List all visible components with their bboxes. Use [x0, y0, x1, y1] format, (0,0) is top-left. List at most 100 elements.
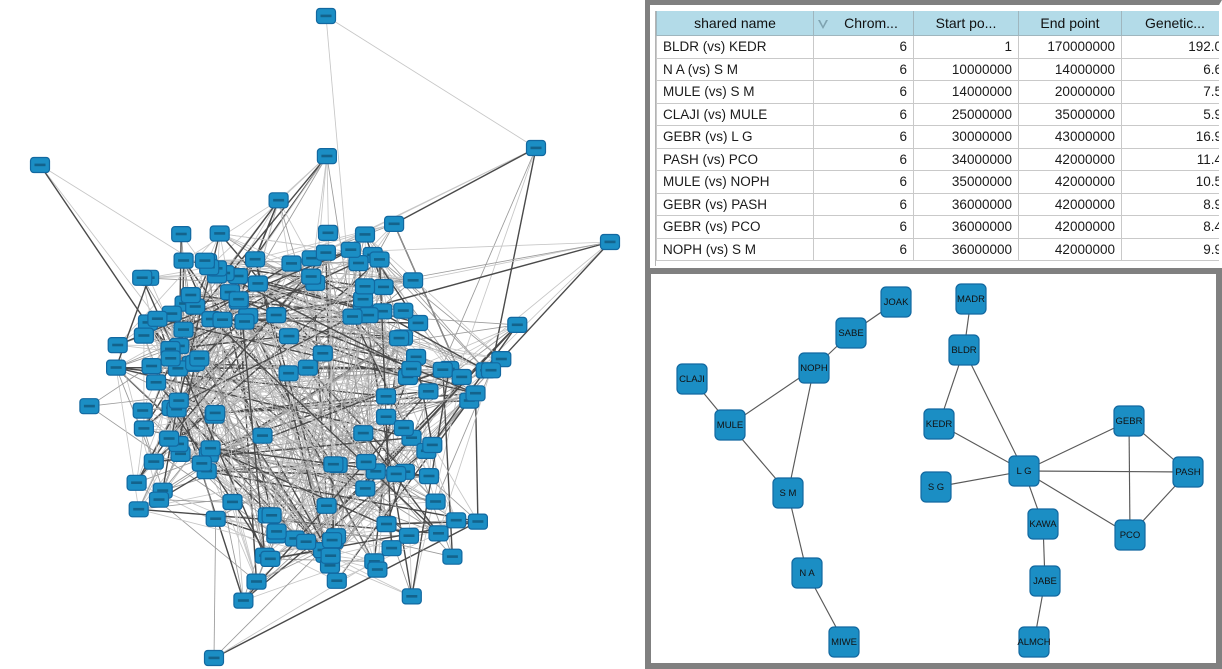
cell-shared_name[interactable]: GEBR (vs) PCO: [656, 215, 814, 239]
graph-node-MULE[interactable]: MULE: [714, 409, 746, 441]
graph-node-KAWA[interactable]: KAWA: [1027, 508, 1059, 540]
cell-genetic[interactable]: 11.4: [1121, 147, 1219, 171]
cell-chromosome[interactable]: 6: [813, 102, 914, 126]
edge-LG-PASH[interactable]: [1023, 470, 1189, 473]
cell-end_point[interactable]: 42000000: [1018, 147, 1122, 171]
graph-node-NA[interactable]: N A: [791, 557, 823, 589]
cell-shared_name[interactable]: MULE (vs) S M: [656, 80, 814, 104]
node-shape[interactable]: [1114, 519, 1146, 551]
node-shape[interactable]: [676, 363, 708, 395]
node-shape[interactable]: [1029, 565, 1061, 597]
graph-node-BLDR[interactable]: BLDR: [948, 334, 980, 366]
node-shape[interactable]: [880, 286, 912, 318]
cell-genetic[interactable]: 8.9: [1121, 192, 1219, 216]
cell-shared_name[interactable]: NOPH (vs) S M: [656, 237, 814, 261]
association-table[interactable]: shared name Chrom... Start po... End point G…: [656, 11, 1219, 261]
col-header-end_point[interactable]: End point: [1018, 11, 1122, 36]
cell-genetic[interactable]: 6.6: [1121, 57, 1219, 81]
node-shape[interactable]: [1113, 405, 1145, 437]
col-header-chromosome[interactable]: Chrom...: [813, 11, 914, 36]
node-shape[interactable]: [948, 334, 980, 366]
cell-end_point[interactable]: 35000000: [1018, 102, 1122, 126]
edge-NOPH-SM[interactable]: [787, 367, 815, 494]
graph-node-MADR[interactable]: MADR: [955, 283, 987, 315]
col-header-start_point[interactable]: Start po...: [913, 11, 1019, 36]
cell-start_point[interactable]: 25000000: [913, 102, 1019, 126]
cell-shared_name[interactable]: PASH (vs) PCO: [656, 147, 814, 171]
cell-genetic[interactable]: 16.9: [1121, 125, 1219, 149]
sub-network-canvas[interactable]: JOAK MADR SABE BLDR NOPH CLAJI KEDR GEBR MULE L G…: [651, 274, 1216, 663]
cell-chromosome[interactable]: 6: [813, 57, 914, 81]
cell-start_point[interactable]: 36000000: [913, 237, 1019, 261]
cell-genetic[interactable]: 10.5: [1121, 170, 1219, 194]
col-header-genetic[interactable]: Genetic...: [1121, 11, 1219, 36]
cell-end_point[interactable]: 42000000: [1018, 215, 1122, 239]
edge-LG-GEBR[interactable]: [1023, 420, 1130, 472]
cell-start_point[interactable]: 30000000: [913, 125, 1019, 149]
graph-node-GEBR[interactable]: GEBR: [1113, 405, 1145, 437]
cell-end_point[interactable]: 42000000: [1018, 237, 1122, 261]
cell-chromosome[interactable]: 6: [813, 80, 914, 104]
cell-chromosome[interactable]: 6: [813, 125, 914, 149]
cell-shared_name[interactable]: CLAJI (vs) MULE: [656, 102, 814, 126]
graph-node-JOAK[interactable]: JOAK: [880, 286, 912, 318]
cell-start_point[interactable]: 14000000: [913, 80, 1019, 104]
cell-shared_name[interactable]: N A (vs) S M: [656, 57, 814, 81]
node-shape[interactable]: [835, 317, 867, 349]
graph-node-SABE[interactable]: SABE: [835, 317, 867, 349]
graph-node-SM[interactable]: S M: [772, 477, 804, 509]
cell-genetic[interactable]: 8.4: [1121, 215, 1219, 239]
cell-genetic[interactable]: 7.5: [1121, 80, 1219, 104]
graph-node-ALMCH[interactable]: ALMCH: [1017, 626, 1051, 658]
edge-BLDR-LG[interactable]: [963, 349, 1025, 472]
cell-shared_name[interactable]: GEBR (vs) L G: [656, 125, 814, 149]
node-shape[interactable]: [1027, 508, 1059, 540]
edge-LG-PCO[interactable]: [1023, 470, 1131, 536]
cell-genetic[interactable]: 9.9: [1121, 237, 1219, 261]
cell-end_point[interactable]: 42000000: [1018, 170, 1122, 194]
node-shape[interactable]: [791, 557, 823, 589]
node-shape[interactable]: [714, 409, 746, 441]
graph-node-PCO[interactable]: PCO: [1114, 519, 1146, 551]
cell-genetic[interactable]: 5.9: [1121, 102, 1219, 126]
graph-node-JABE[interactable]: JABE: [1029, 565, 1061, 597]
cell-chromosome[interactable]: 6: [813, 35, 914, 59]
node-shape[interactable]: [798, 352, 830, 384]
table-row[interactable]: BLDR (vs) KEDR 6 1 170000000 192.0: [656, 35, 1219, 59]
cell-start_point[interactable]: 10000000: [913, 57, 1019, 81]
graph-node-LG[interactable]: L G: [1008, 455, 1040, 487]
graph-node-KEDR[interactable]: KEDR: [923, 408, 955, 440]
graph-node-MIWE[interactable]: MIWE: [828, 626, 860, 658]
sub-network-graph[interactable]: JOAK MADR SABE BLDR NOPH CLAJI KEDR GEBR MULE L G…: [651, 274, 1216, 663]
cell-shared_name[interactable]: MULE (vs) NOPH: [656, 170, 814, 194]
cell-chromosome[interactable]: 6: [813, 192, 914, 216]
cell-chromosome[interactable]: 6: [813, 147, 914, 171]
node-shape[interactable]: [923, 408, 955, 440]
cell-chromosome[interactable]: 6: [813, 215, 914, 239]
node-shape[interactable]: [1008, 455, 1040, 487]
cell-end_point[interactable]: 42000000: [1018, 192, 1122, 216]
cell-chromosome[interactable]: 6: [813, 237, 914, 261]
graph-node-NOPH[interactable]: NOPH: [798, 352, 830, 384]
main-network-canvas[interactable]: [0, 0, 645, 669]
node-shape[interactable]: [920, 471, 952, 503]
node-shape[interactable]: [772, 477, 804, 509]
cell-start_point[interactable]: 36000000: [913, 192, 1019, 216]
cell-start_point[interactable]: 1: [913, 35, 1019, 59]
table-scroll-area[interactable]: shared name Chrom... Start po... End point G…: [655, 11, 1219, 266]
graph-node-SG[interactable]: S G: [920, 471, 952, 503]
cell-shared_name[interactable]: BLDR (vs) KEDR: [656, 35, 814, 59]
cell-chromosome[interactable]: 6: [813, 170, 914, 194]
cell-genetic[interactable]: 192.0: [1121, 35, 1219, 59]
main-network-graph[interactable]: [0, 0, 645, 669]
cell-end_point[interactable]: 170000000: [1018, 35, 1122, 59]
cell-start_point[interactable]: 34000000: [913, 147, 1019, 171]
cell-end_point[interactable]: 20000000: [1018, 80, 1122, 104]
